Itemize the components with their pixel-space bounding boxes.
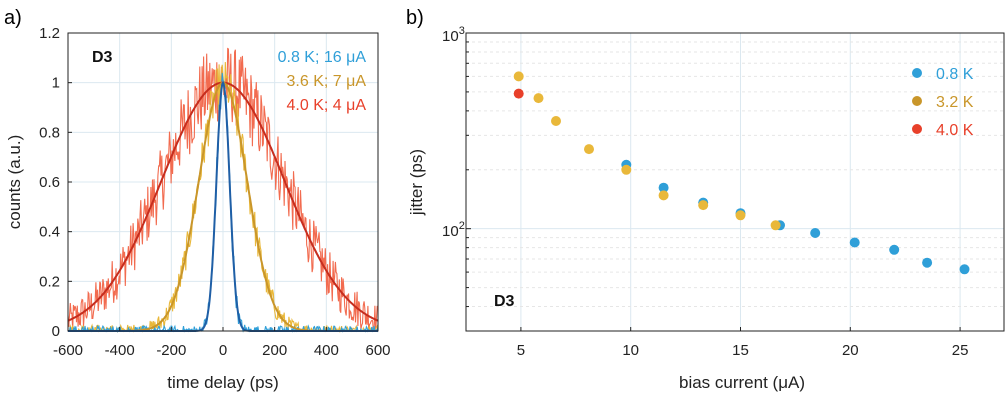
a-ytick-label: 0.4 bbox=[39, 224, 60, 241]
b-point-s0-1 bbox=[658, 182, 669, 193]
a-xtick-label: 200 bbox=[262, 342, 287, 359]
a-ytick-label: 0.2 bbox=[39, 273, 60, 290]
b-legend-marker-0 bbox=[912, 68, 922, 78]
panel-a-y-ticks: 0 0.2 0.4 0.6 0.8 1 1.2 bbox=[39, 25, 72, 340]
b-legend-marker-2 bbox=[912, 124, 922, 134]
panel-a-badge: D3 bbox=[92, 49, 113, 66]
a-ytick-label: 0.8 bbox=[39, 124, 60, 141]
panel-a-letter: a) bbox=[4, 7, 22, 29]
a-xtick-label: -400 bbox=[105, 342, 135, 359]
panel-b-y-axis-label: jitter (ps) bbox=[407, 149, 426, 216]
b-point-s0-7 bbox=[889, 244, 900, 255]
b-point-s0-6 bbox=[849, 237, 860, 248]
a-ytick-label: 0 bbox=[52, 323, 60, 340]
b-point-s1-5 bbox=[658, 190, 669, 201]
panel-a-legend: 0.8 K; 16 μA 3.6 K; 7 μA 4.0 K; 4 μA bbox=[278, 49, 367, 114]
b-xtick-label: 10 bbox=[622, 342, 639, 359]
panel-b-letter: b) bbox=[406, 7, 424, 29]
b-xtick-label: 15 bbox=[732, 342, 749, 359]
a-ytick-label: 1 bbox=[52, 75, 60, 92]
panel-a-legend-1: 3.6 K; 7 μA bbox=[287, 73, 367, 90]
b-point-s0-8 bbox=[922, 257, 933, 268]
panel-b-legend-2: 4.0 K bbox=[936, 122, 974, 139]
b-point-s1-7 bbox=[735, 210, 746, 221]
b-point-s0-9 bbox=[959, 264, 970, 275]
a-xtick-label: 0 bbox=[219, 342, 227, 359]
a-xtick-label: 600 bbox=[365, 342, 390, 359]
panel-b: b) 5 10 15 20 25 103 102 D3 0.8 K 3.2 K 4.0 … bbox=[406, 7, 1005, 392]
b-point-s0-5 bbox=[810, 228, 821, 238]
b-point-s1-1 bbox=[533, 93, 544, 104]
a-xtick-label: -600 bbox=[53, 342, 83, 359]
panel-b-x-axis-label: bias current (μA) bbox=[679, 373, 805, 392]
panel-b-ytick-mid: 102 bbox=[442, 220, 465, 240]
panel-a-legend-0: 0.8 K; 16 μA bbox=[278, 49, 367, 66]
panel-b-badge: D3 bbox=[494, 293, 515, 310]
b-xtick-label: 20 bbox=[842, 342, 859, 359]
b-point-s1-2 bbox=[551, 116, 561, 126]
panel-b-legend-0: 0.8 K bbox=[936, 66, 974, 83]
panel-a: a) -600 -400 -200 0 200 400 600 0 0.2 0.4 0.6 0.8 1… bbox=[4, 7, 391, 392]
panel-b-frame bbox=[465, 32, 1005, 332]
b-xtick-label: 25 bbox=[952, 342, 969, 359]
a-xtick-label: -200 bbox=[156, 342, 186, 359]
b-legend-marker-1 bbox=[912, 96, 922, 106]
b-point-s1-4 bbox=[621, 164, 632, 175]
panel-b-legend-1: 3.2 K bbox=[936, 94, 974, 111]
panel-b-legend: 0.8 K 3.2 K 4.0 K bbox=[936, 66, 974, 139]
panel-b-legend-markers bbox=[912, 68, 922, 134]
panel-a-x-axis-label: time delay (ps) bbox=[167, 373, 278, 392]
a-xtick-label: 400 bbox=[314, 342, 339, 359]
a-ytick-label: 0.6 bbox=[39, 174, 60, 191]
panel-b-ytick-top: 103 bbox=[442, 25, 465, 45]
b-point-s1-3 bbox=[584, 144, 594, 155]
panel-a-x-ticks: -600 -400 -200 0 200 400 600 bbox=[53, 327, 391, 359]
b-point-s2-0 bbox=[513, 88, 524, 99]
b-point-s1-0 bbox=[513, 71, 524, 82]
panel-b-points bbox=[513, 71, 970, 275]
panel-a-legend-2: 4.0 K; 4 μA bbox=[287, 97, 367, 114]
b-xtick-label: 5 bbox=[517, 342, 525, 359]
panel-b-x-ticks: 5 10 15 20 25 bbox=[517, 327, 969, 359]
panel-a-y-axis-label: counts (a.u.) bbox=[5, 135, 24, 230]
a-ytick-label: 1.2 bbox=[39, 25, 60, 42]
panel-b-grid bbox=[466, 32, 1004, 332]
b-point-s1-6 bbox=[698, 200, 709, 211]
panel-b-y-ticks: 103 102 bbox=[442, 25, 465, 240]
b-point-s1-8 bbox=[770, 220, 781, 231]
